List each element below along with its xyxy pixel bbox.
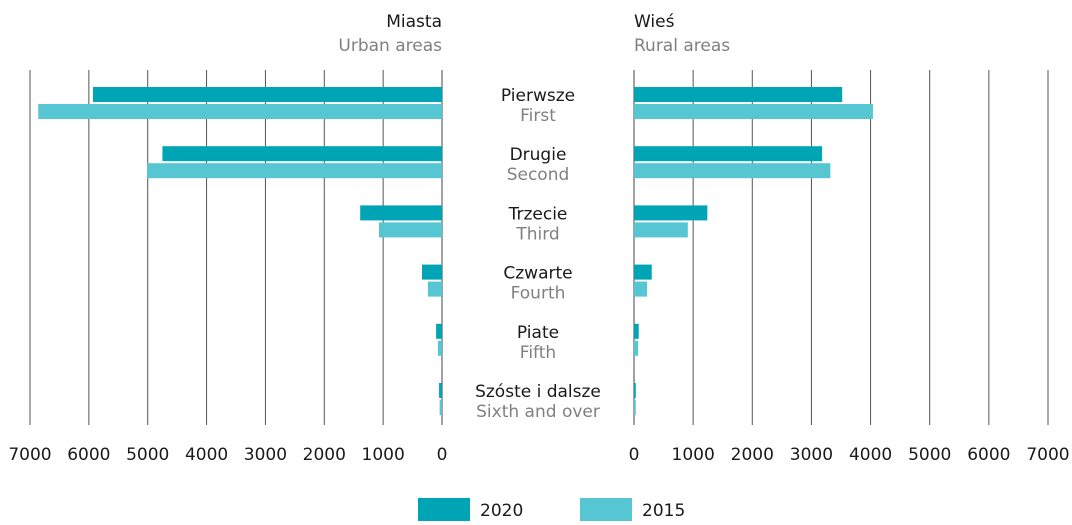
x-tick-label: 4000 (185, 445, 228, 465)
category-label: Czwarte (503, 264, 572, 284)
x-tick-label: 6000 (967, 445, 1010, 465)
bar (634, 104, 873, 119)
bar (38, 104, 443, 119)
bar (634, 205, 708, 221)
legend-label: 2015 (642, 501, 685, 521)
bar (427, 281, 442, 297)
x-tick-label: 0 (437, 445, 448, 465)
x-tick-label: 1000 (672, 445, 715, 465)
legend-swatch (580, 498, 632, 522)
x-tick-label: 2000 (303, 445, 346, 465)
x-tick-label: 3000 (244, 445, 287, 465)
category-label-en: Third (515, 224, 559, 244)
x-tick-label: 5000 (908, 445, 951, 465)
category-label-en: Fourth (511, 284, 566, 304)
bar (634, 383, 636, 398)
bar (439, 400, 442, 415)
x-tick-label: 7000 (8, 445, 51, 465)
category-label: Pierwsze (501, 86, 575, 106)
panel-subtitle: Rural areas (634, 36, 730, 56)
category-label: Drugie (510, 145, 567, 165)
x-tick-label: 6000 (67, 445, 110, 465)
bar (436, 323, 442, 339)
category-label: Szóste i dalsze (475, 382, 601, 402)
bar (634, 400, 636, 415)
bar (634, 222, 688, 238)
x-tick-label: 1000 (362, 445, 405, 465)
panel-subtitle: Urban areas (338, 36, 442, 56)
legend-swatch (418, 498, 470, 522)
category-label-en: Sixth and over (476, 402, 600, 422)
x-tick-label: 3000 (790, 445, 833, 465)
bar (147, 163, 442, 179)
bar (437, 340, 442, 356)
x-tick-label: 4000 (849, 445, 892, 465)
x-tick-label: 0 (629, 445, 640, 465)
bar (634, 264, 652, 280)
category-label-en: Fifth (520, 343, 556, 363)
panel-title: Miasta (386, 12, 442, 32)
category-label-en: First (520, 106, 556, 126)
bar (360, 205, 442, 221)
category-label: Trzecie (508, 204, 568, 224)
bar (634, 340, 639, 356)
bar (421, 264, 442, 280)
bar (634, 87, 843, 102)
panel-title: Wieś (634, 12, 675, 32)
x-tick-label: 7000 (1026, 445, 1069, 465)
bar (634, 146, 823, 162)
bar (162, 146, 442, 162)
x-tick-label: 2000 (731, 445, 774, 465)
bar (634, 163, 831, 179)
bar (439, 383, 442, 398)
bar (379, 222, 442, 238)
category-label: Piate (517, 323, 559, 343)
category-label-en: Second (507, 165, 570, 185)
bar (634, 281, 648, 297)
bar (634, 323, 639, 339)
legend-label: 2020 (480, 501, 523, 521)
bar (92, 87, 442, 102)
x-tick-label: 5000 (126, 445, 169, 465)
